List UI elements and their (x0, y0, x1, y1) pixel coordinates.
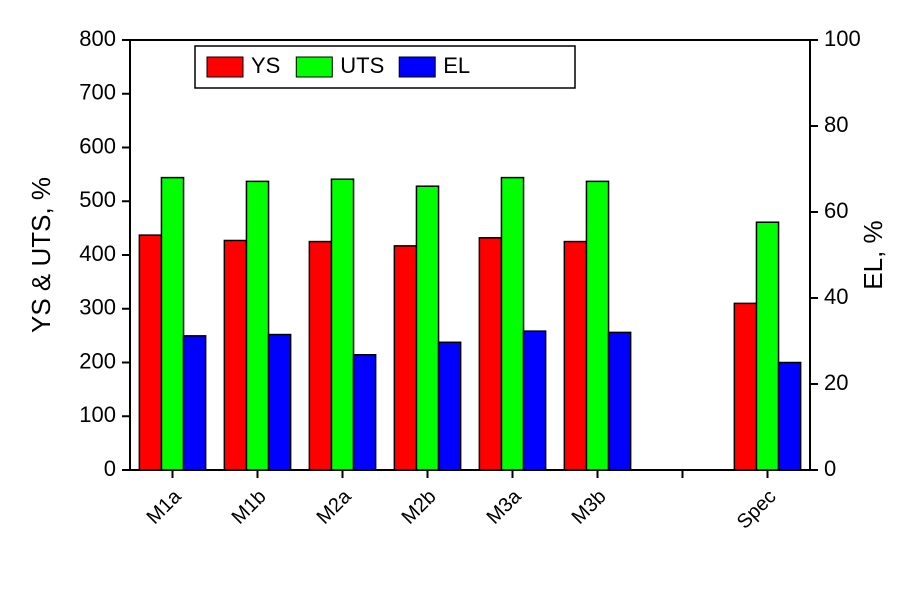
y-right-tick-label: 40 (824, 284, 848, 309)
y-right-axis-label: EL, % (858, 220, 888, 289)
y-left-tick-label: 400 (79, 241, 116, 266)
legend-swatch-ys (207, 57, 243, 77)
bar-uts (756, 222, 778, 470)
y-left-axis-label: YS & UTS, % (26, 177, 56, 333)
y-left-tick-label: 0 (104, 456, 116, 481)
y-right-tick-label: 0 (824, 456, 836, 481)
y-right-tick-label: 80 (824, 112, 848, 137)
y-left-tick-label: 800 (79, 26, 116, 51)
bar-uts (416, 186, 438, 470)
bar-el (439, 342, 461, 470)
y-left-tick-label: 200 (79, 348, 116, 373)
legend-label-el: EL (443, 53, 470, 78)
bar-ys (139, 235, 161, 470)
legend-swatch-el (399, 57, 435, 77)
bar-ys (564, 242, 586, 470)
y-left-tick-label: 700 (79, 80, 116, 105)
y-right-tick-label: 100 (824, 26, 861, 51)
bar-uts (331, 179, 353, 470)
legend-swatch-uts (296, 57, 332, 77)
bar-ys (309, 242, 331, 470)
y-right-tick-label: 60 (824, 198, 848, 223)
y-left-tick-label: 100 (79, 402, 116, 427)
bar-el (354, 355, 376, 470)
bar-ys (394, 246, 416, 470)
y-left-tick-label: 600 (79, 133, 116, 158)
y-left-tick-label: 300 (79, 295, 116, 320)
y-right-tick-label: 20 (824, 370, 848, 395)
bar-ys (224, 240, 246, 470)
bar-el (609, 332, 631, 470)
y-left-tick-label: 500 (79, 187, 116, 212)
legend-label-uts: UTS (340, 53, 384, 78)
bar-uts (586, 181, 608, 470)
chart-svg: 0 100 200 300 400 500 600 700 800 0 20 40 60 80 100 YS … (0, 0, 909, 592)
bar-uts (161, 178, 183, 470)
bar-ys (479, 238, 501, 470)
bar-chart: 0 100 200 300 400 500 600 700 800 0 20 40 60 80 100 YS … (0, 0, 909, 592)
legend-label-ys: YS (251, 53, 280, 78)
bar-el (779, 363, 801, 471)
bar-uts (246, 181, 268, 470)
bar-uts (501, 178, 523, 470)
bar-el (269, 335, 291, 470)
bar-ys (734, 303, 756, 470)
bar-el (184, 336, 206, 470)
bar-el (524, 331, 546, 470)
